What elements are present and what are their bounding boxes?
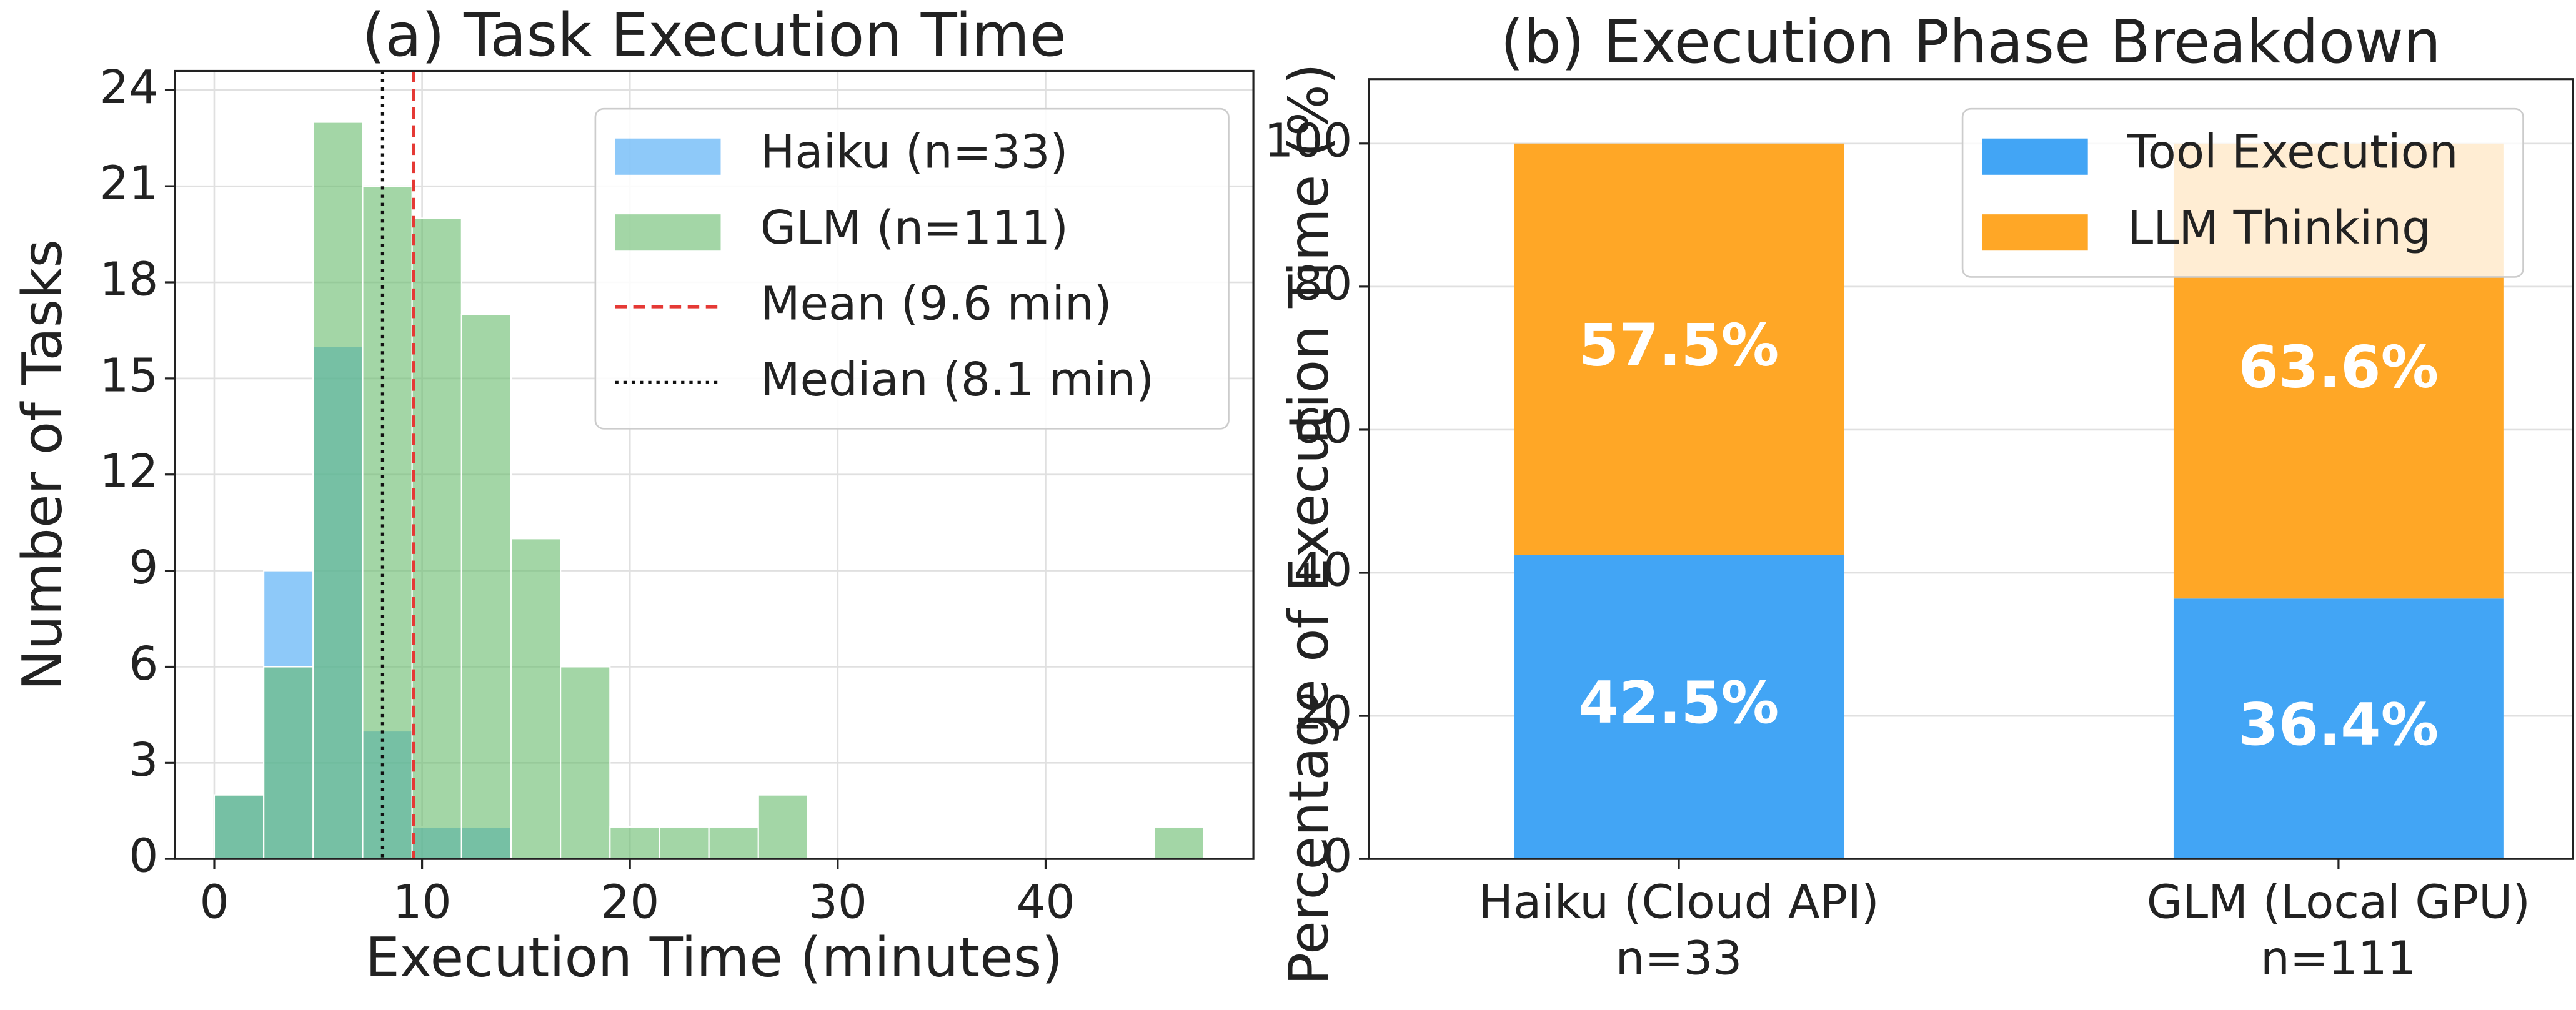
histogram-bar — [263, 666, 314, 860]
y-tick-label: 20 — [1293, 686, 1352, 740]
legend-swatch — [1982, 214, 2088, 251]
plot-frame — [1368, 78, 2574, 860]
x-tick-label: 20 — [600, 876, 659, 929]
legend-swatch — [615, 214, 721, 251]
x-tick-sublabel: n=111 — [2260, 931, 2417, 985]
histogram-bar — [213, 794, 265, 860]
y-tick-label: 9 — [129, 541, 158, 595]
bar-segment — [1514, 143, 1844, 555]
y-tick-label: 0 — [1323, 829, 1352, 883]
y-tick-label: 21 — [99, 157, 158, 210]
y-tick-label: 100 — [1264, 114, 1352, 167]
legend-label: Tool Execution — [2127, 126, 2459, 179]
histogram-bar — [510, 538, 562, 860]
legend-box — [594, 107, 1230, 430]
legend-label: LLM Thinking — [2127, 201, 2431, 255]
plot-frame — [174, 69, 1255, 860]
legend-label: GLM (n=111) — [760, 201, 1068, 255]
x-tick-label: Haiku (Cloud API) — [1478, 876, 1879, 929]
x-tick-label: 30 — [808, 876, 867, 929]
value-label: 63.6% — [2239, 333, 2439, 400]
histogram-bar — [757, 794, 808, 860]
x-tick-label: 0 — [199, 876, 229, 929]
y-tick-label: 6 — [129, 637, 158, 691]
y-tick-label: 40 — [1293, 543, 1352, 597]
x-axis-label: Execution Time (minutes) — [366, 926, 1063, 989]
y-tick-label: 0 — [129, 829, 158, 883]
legend-swatch — [615, 138, 721, 175]
y-tick-label: 60 — [1293, 400, 1352, 453]
legend-swatch — [1982, 138, 2088, 175]
histogram-bar — [659, 826, 710, 860]
legend-label: Median (8.1 min) — [760, 353, 1154, 407]
value-label: 42.5% — [1579, 669, 1779, 736]
histogram-bar — [411, 217, 462, 860]
value-label: 36.4% — [2239, 691, 2439, 758]
bar-segment — [1514, 555, 1844, 859]
y-axis-label: Number of Tasks — [11, 239, 74, 691]
histogram-bar — [560, 666, 611, 860]
legend-label: Haiku (n=33) — [760, 126, 1068, 179]
y-tick-label: 80 — [1293, 257, 1352, 310]
histogram-bar — [460, 314, 512, 860]
y-tick-label: 15 — [99, 349, 158, 402]
histogram-bar — [362, 186, 413, 860]
x-tick-label: GLM (Local GPU) — [2147, 876, 2530, 929]
x-tick-label: 40 — [1016, 876, 1075, 929]
y-tick-label: 18 — [99, 253, 158, 307]
legend-label: Mean (9.6 min) — [760, 277, 1112, 330]
histogram-bar — [1153, 826, 1205, 860]
y-axis-label: Percentage of Execution Time (%) — [1277, 63, 1341, 985]
x-tick-label: 10 — [393, 876, 452, 929]
histogram-bar — [609, 826, 660, 860]
chart-title: (a) Task Execution Time — [362, 1, 1067, 70]
y-tick-label: 24 — [99, 61, 158, 114]
value-label: 57.5% — [1579, 311, 1779, 379]
legend-box — [1961, 107, 2524, 278]
histogram-bar — [312, 121, 364, 860]
histogram-bar — [708, 826, 759, 860]
chart-title: (b) Execution Phase Breakdown — [1501, 8, 2441, 77]
y-tick-label: 3 — [129, 733, 158, 787]
x-tick-sublabel: n=33 — [1616, 931, 1743, 985]
y-tick-label: 12 — [99, 445, 158, 498]
bar-segment — [2173, 598, 2504, 859]
